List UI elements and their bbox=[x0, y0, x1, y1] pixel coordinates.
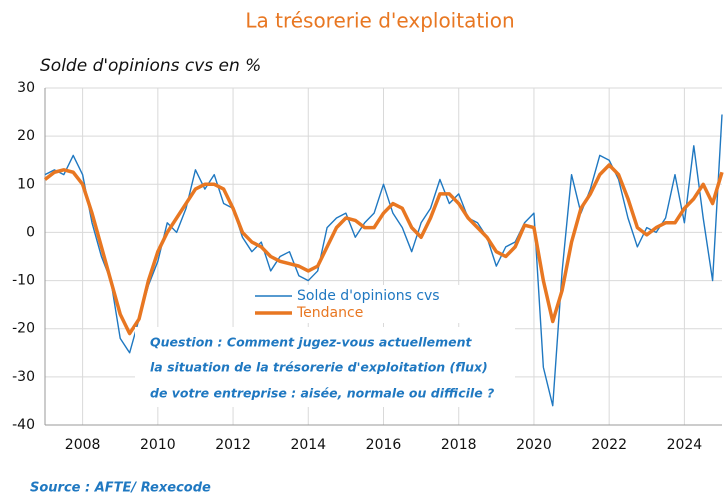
x-tick-label: 2016 bbox=[366, 437, 402, 453]
y-tick-label: -20 bbox=[12, 321, 35, 337]
y-tick-label: 0 bbox=[26, 224, 35, 240]
legend-label: Solde d'opinions cvs bbox=[297, 288, 440, 304]
x-tick-label: 2018 bbox=[441, 437, 477, 453]
plot-area: -40 -30 -20 -10 0 10 20 30 2008 2010 2012 2014 2016 2… bbox=[12, 80, 724, 453]
y-tick-label: -40 bbox=[12, 417, 35, 433]
x-tick-label: 2010 bbox=[140, 437, 176, 453]
annotation: de votre entreprise : aisée, normale ou … bbox=[150, 386, 494, 401]
x-tick-label: 2024 bbox=[667, 437, 703, 453]
x-tick-label: 2008 bbox=[65, 437, 101, 453]
legend-label: Tendance bbox=[296, 305, 363, 321]
chart-title: La trésorerie d'exploitation bbox=[245, 9, 514, 33]
annotation: la situation de la trésorerie d'exploita… bbox=[150, 360, 488, 375]
y-tick-label: 20 bbox=[17, 128, 35, 144]
series-line bbox=[44, 114, 723, 407]
y-tick-label: 30 bbox=[17, 80, 35, 96]
legend-box bbox=[250, 285, 490, 323]
x-tick-label: 2014 bbox=[290, 437, 326, 453]
x-tick-label: 2012 bbox=[215, 437, 251, 453]
x-tick-label: 2020 bbox=[516, 437, 552, 453]
y-tick-label: -10 bbox=[12, 273, 35, 289]
y-tick-label: -30 bbox=[12, 369, 35, 385]
x-tick-label: 2022 bbox=[591, 437, 627, 453]
annotation: Question : Comment jugez-vous actuelleme… bbox=[150, 335, 473, 350]
subtitle: Solde d'opinions cvs en % bbox=[40, 56, 261, 76]
series-line bbox=[43, 163, 724, 336]
annotation-box bbox=[135, 327, 515, 407]
source: Source : AFTE/ Rexecode bbox=[30, 481, 211, 496]
y-tick-label: 10 bbox=[17, 176, 35, 192]
